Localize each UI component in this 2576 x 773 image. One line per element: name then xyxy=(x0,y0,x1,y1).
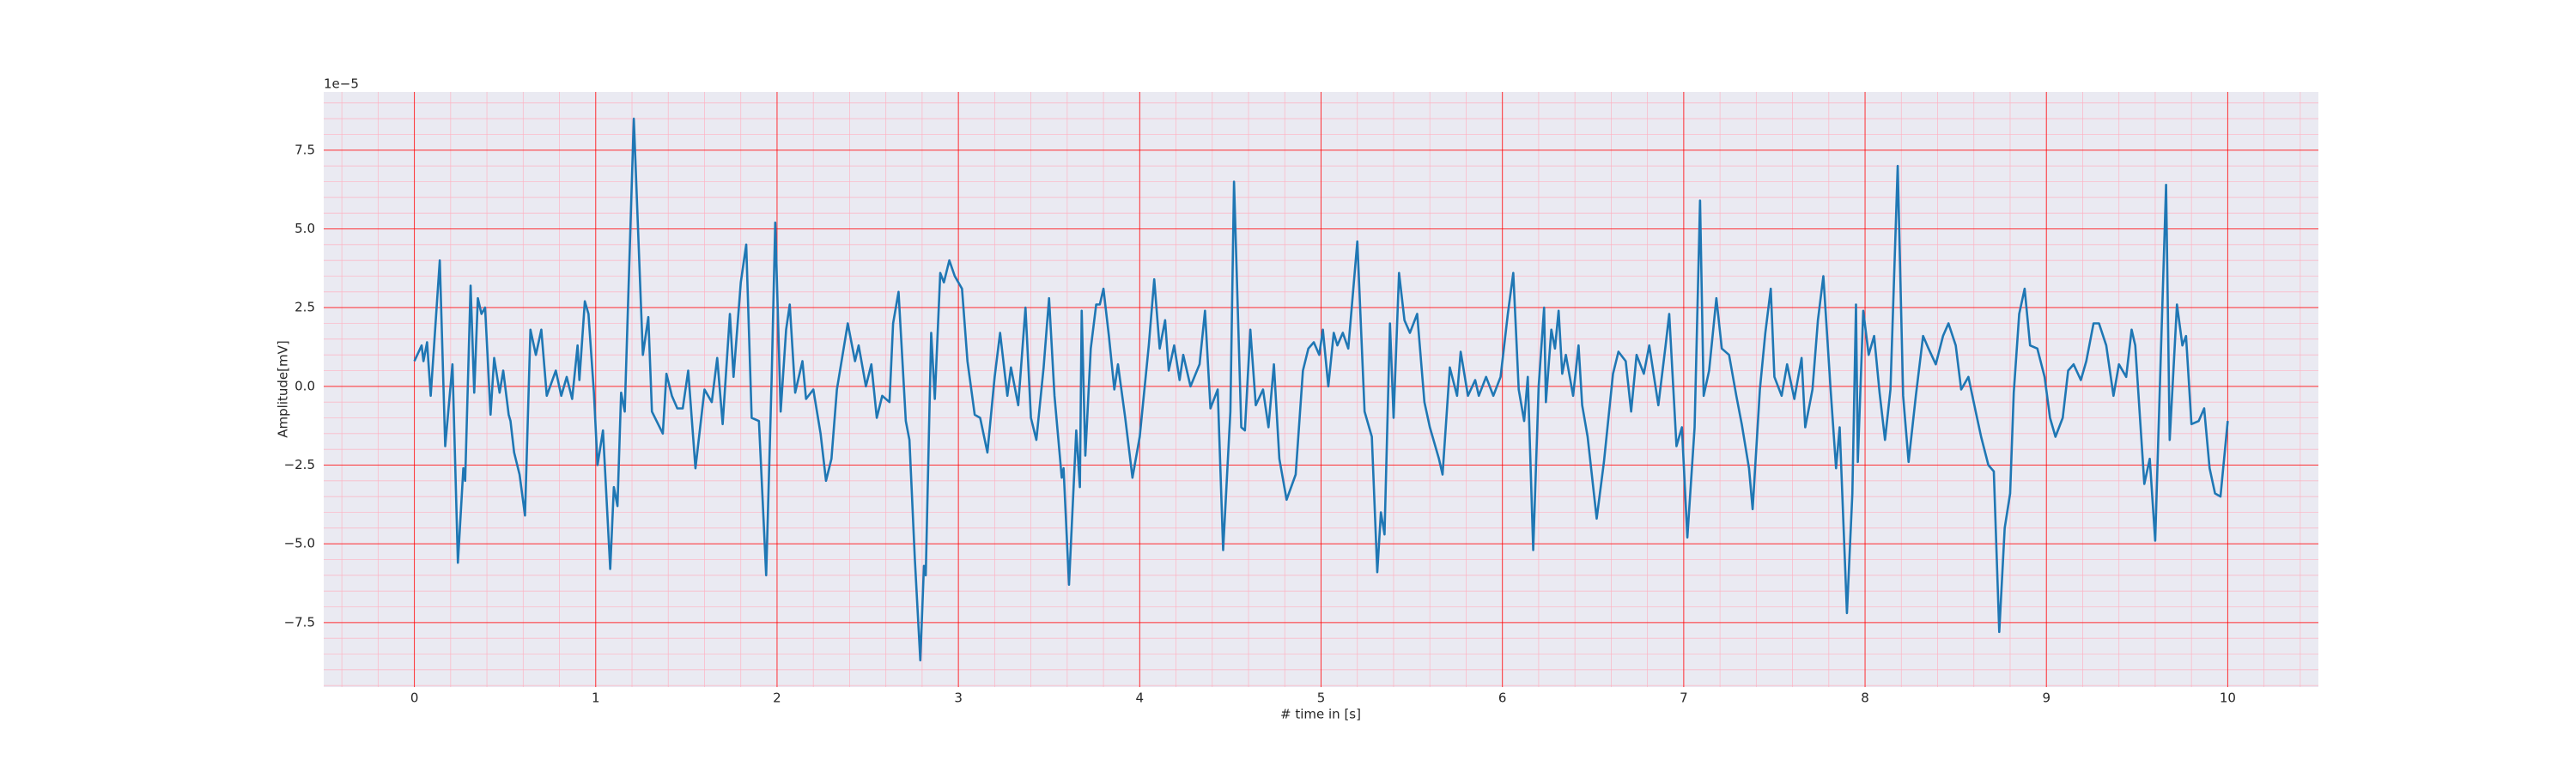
x-tick-label: 4 xyxy=(1136,691,1145,706)
x-tick-label: 8 xyxy=(1861,691,1869,706)
x-axis-label: # time in [s] xyxy=(1280,707,1361,722)
signal-line xyxy=(413,117,2229,662)
x-tick-label: 0 xyxy=(410,691,419,706)
y-tick-label: 2.5 xyxy=(295,300,315,315)
x-tick-label: 5 xyxy=(1317,691,1326,706)
y-tick-label: 5.0 xyxy=(295,221,315,236)
x-tick-label: 10 xyxy=(2220,691,2236,706)
y-axis-label: Amplitude[mV] xyxy=(276,340,291,437)
x-tick-label: 9 xyxy=(2042,691,2050,706)
y-tick-label: −7.5 xyxy=(284,614,315,630)
x-tick-label: 2 xyxy=(773,691,781,706)
x-tick-label: 6 xyxy=(1498,691,1507,706)
y-tick-label: −5.0 xyxy=(284,536,315,551)
x-tick-label: 1 xyxy=(592,691,600,706)
x-tick-label: 3 xyxy=(954,691,963,706)
y-tick-label: −2.5 xyxy=(284,457,315,472)
y-tick-label: 7.5 xyxy=(295,142,315,157)
x-tick-label: 7 xyxy=(1680,691,1688,706)
y-offset-label: 1e−5 xyxy=(324,76,359,92)
y-tick-label: 0.0 xyxy=(295,378,315,393)
plot-area xyxy=(324,92,2318,687)
